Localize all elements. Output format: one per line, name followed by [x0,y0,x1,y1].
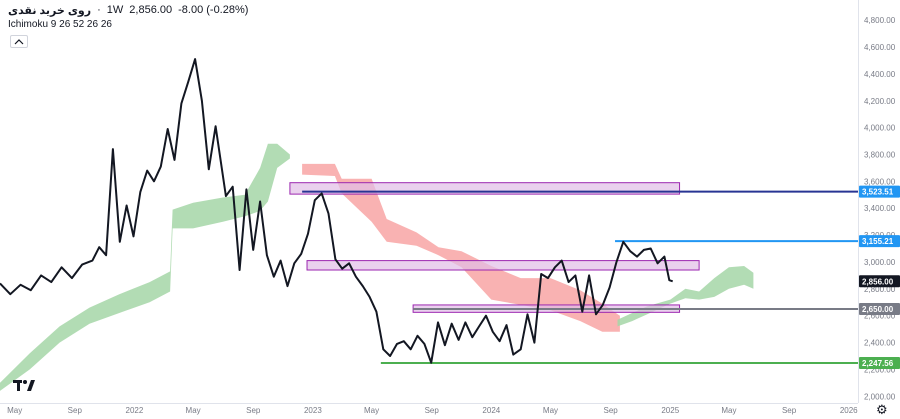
price-line-series[interactable] [0,58,674,364]
y-tick-label: 2,800.00 [864,285,896,294]
level-3523-tag [859,185,900,198]
x-tick-label: May [721,406,736,415]
y-tick-label: 4,800.00 [864,16,896,25]
x-tick-label: 2025 [661,406,679,415]
x-tick-label: Sep [782,406,797,415]
level-3155-tag [859,235,900,248]
last-price-tag [859,275,900,288]
indicator-legend[interactable]: Ichimoku 9 26 52 26 26 [8,19,112,30]
x-tick-label: 2023 [304,406,322,415]
ichimoku-cloud-bullish [0,143,290,391]
x-tick-label: 2024 [482,406,500,415]
collapse-legend-button[interactable] [10,35,28,48]
symbol-header[interactable]: روی خرید نقدی · 1W 2,856.00 -8.00 (-0.28… [8,4,248,17]
zone-3000[interactable] [306,260,700,271]
tradingview-logo-icon [13,380,35,391]
y-tick-label: 4,600.00 [864,43,896,52]
last-price-value: 2,856.00 [129,4,173,16]
level-2247-tag [859,357,900,370]
price-change: -8.00 (-0.28%) [178,4,249,16]
x-tick-label: Sep [604,406,619,415]
level-2650-tag-label: 2,650.00 [862,305,894,314]
ichimoku-cloud-bullish-future [617,266,754,327]
y-tick-label: 4,400.00 [864,70,896,79]
chevron-up-icon [14,38,24,44]
resistance-zone-3520[interactable] [289,182,681,195]
last-price-tag-label: 2,856.00 [862,277,894,286]
y-tick-label: 3,400.00 [864,204,896,213]
y-tick-label: 2,200.00 [864,365,896,374]
x-tick-label: 2022 [126,406,144,415]
level-2247-tag-label: 2,247.56 [862,359,894,368]
x-tick-label: May [186,406,201,415]
y-tick-label: 4,200.00 [864,97,896,106]
y-tick-label: 2,600.00 [864,312,896,321]
level-3155-tag-label: 3,155.21 [862,237,894,246]
y-tick-label: 3,000.00 [864,258,896,267]
level-2650-tag [859,302,900,315]
x-tick-label: Sep [68,406,83,415]
y-tick-label: 3,600.00 [864,177,896,186]
y-tick-label: 4,000.00 [864,124,896,133]
y-tick-label: 3,800.00 [864,150,896,159]
symbol-name[interactable]: روی خرید نقدی [8,5,92,17]
x-tick-label: May [7,406,22,415]
x-tick-label: Sep [246,406,261,415]
y-tick-label: 2,400.00 [864,339,896,348]
header-separator: · [97,4,101,16]
x-tick-label: May [543,406,558,415]
x-tick-label: Sep [425,406,440,415]
gear-icon[interactable]: ⚙ [876,402,888,417]
level-3523-tag-label: 3,523.51 [862,188,894,197]
y-tick-label: 2,000.00 [864,392,896,401]
x-tick-label: 2026 [840,406,858,415]
interval-label[interactable]: 1W [106,4,124,16]
x-tick-label: May [364,406,379,415]
